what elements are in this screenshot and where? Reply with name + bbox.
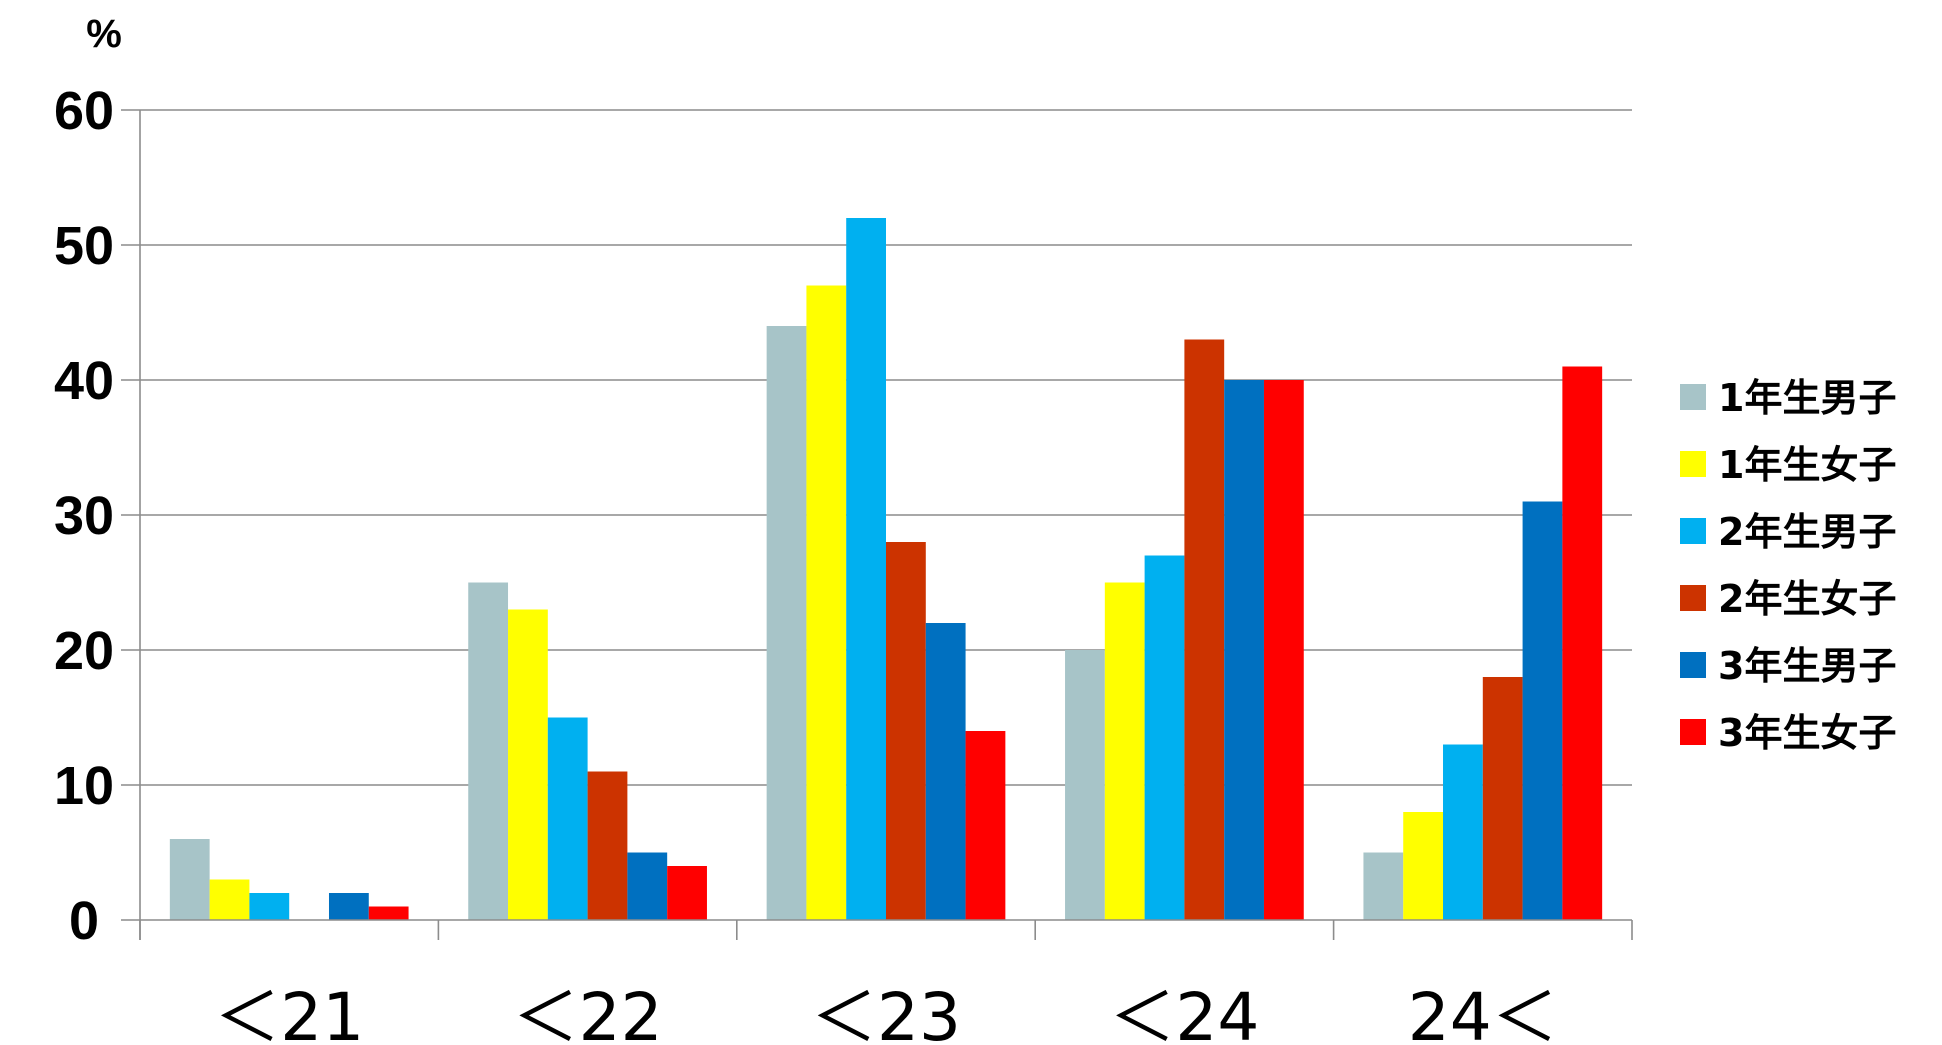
legend-label: 3年生男子 [1718, 644, 1896, 688]
bar [1184, 339, 1225, 920]
bar [1562, 366, 1603, 920]
y-tick-label: 50 [54, 216, 114, 276]
axes [121, 109, 1633, 940]
legend-swatch [1680, 719, 1706, 745]
bar [249, 893, 290, 920]
y-tick-label: 30 [54, 486, 114, 546]
y-tick-label: 0 [69, 891, 99, 951]
bar [1104, 582, 1145, 920]
bar [766, 326, 807, 920]
y-tick-label: 40 [54, 351, 114, 411]
legend-swatch [1680, 652, 1706, 678]
bar [1065, 650, 1105, 920]
legend-label: 2年生男子 [1718, 510, 1896, 554]
bars [169, 218, 1603, 920]
x-tick-label: ＜22 [513, 979, 663, 1045]
legend-swatch [1680, 518, 1706, 544]
y-axis-unit-label: % [86, 12, 122, 56]
bar [1224, 380, 1264, 920]
legend-swatch [1680, 585, 1706, 611]
legend: 1年生男子 1年生女子 2年生男子 2年生女子 3年生男子 3年生女子 [1680, 376, 1896, 755]
bar [1482, 677, 1523, 920]
x-tick-label: ＜23 [811, 979, 961, 1045]
y-tick-label: 20 [54, 621, 114, 681]
y-tick-label: 10 [54, 756, 114, 816]
bar [886, 542, 926, 920]
bar [846, 218, 886, 920]
x-tick-labels: ＜21 ＜22 ＜23 ＜24 24＜ [214, 979, 1558, 1045]
bar [667, 866, 707, 920]
legend-swatch [1680, 451, 1706, 477]
legend-label: 2年生女子 [1718, 577, 1896, 621]
bar [547, 717, 588, 920]
bar [1144, 555, 1185, 920]
bar [627, 852, 668, 920]
legend-label: 1年生男子 [1718, 376, 1896, 420]
x-tick-label: 24＜ [1408, 979, 1558, 1045]
bar [368, 906, 409, 920]
bar [965, 731, 1006, 920]
bar [1403, 812, 1444, 920]
bar [508, 609, 548, 920]
legend-swatch [1680, 384, 1706, 410]
bar [169, 839, 210, 920]
bar [468, 582, 509, 920]
bar [806, 285, 847, 920]
x-tick-label: ＜24 [1109, 979, 1259, 1045]
x-tick-label: ＜21 [214, 979, 364, 1045]
bar [1363, 852, 1404, 920]
bar [328, 893, 369, 920]
bar [209, 879, 250, 920]
y-tick-labels: 0 10 20 30 40 50 60 [54, 81, 114, 951]
legend-label: 1年生女子 [1718, 443, 1896, 487]
bar [1443, 744, 1483, 920]
y-tick-label: 60 [54, 81, 114, 141]
legend-label: 3年生女子 [1718, 711, 1896, 755]
bar [925, 623, 966, 920]
bar [1522, 501, 1563, 920]
bar [587, 771, 628, 920]
bar [1263, 380, 1304, 920]
